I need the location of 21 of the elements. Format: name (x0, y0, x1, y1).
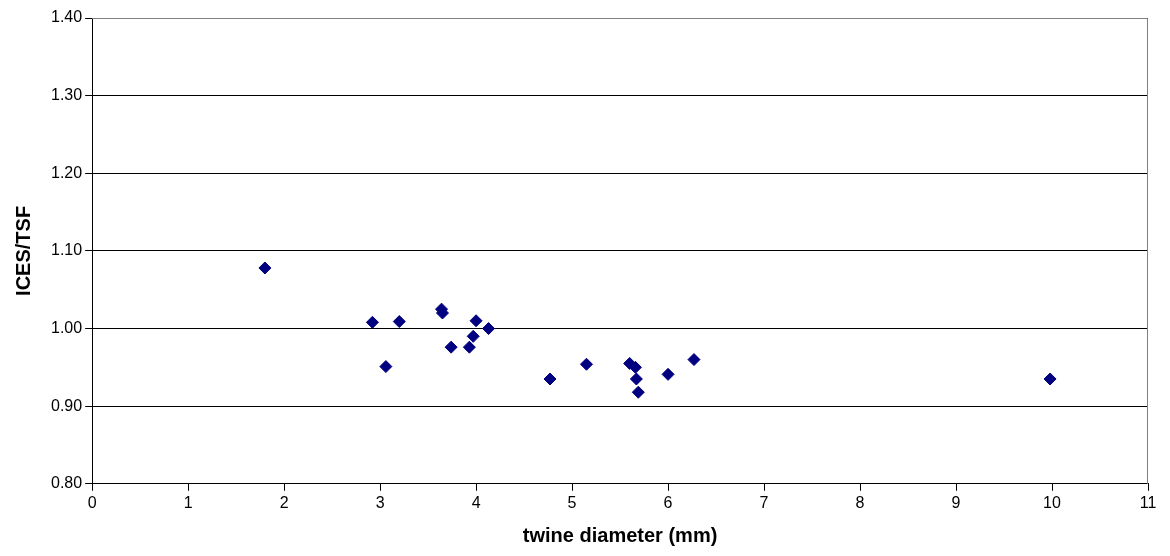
x-tick-label: 2 (279, 493, 289, 511)
y-tick-label: 1.10 (51, 241, 83, 259)
y-tick-label: 1.00 (51, 318, 83, 336)
x-axis-title: twine diameter (mm) (522, 523, 718, 546)
x-tick-label: 4 (471, 493, 481, 511)
y-tick-label: 0.90 (51, 396, 83, 414)
y-tick-label: 1.20 (51, 163, 83, 181)
x-tick-label: 5 (567, 493, 577, 511)
y-axis-title: ICES/TSF (11, 205, 34, 296)
y-tick-label: 1.40 (51, 8, 83, 26)
x-tick-label: 0 (87, 493, 97, 511)
x-tick-label: 9 (951, 493, 961, 511)
x-tick-label: 1 (183, 493, 193, 511)
x-tick-label: 3 (375, 493, 385, 511)
x-tick-label: 6 (663, 493, 673, 511)
y-tick-label: 0.80 (51, 474, 83, 492)
x-tick-label: 8 (855, 493, 865, 511)
y-tick-label: 1.30 (51, 86, 83, 104)
x-tick-label: 7 (759, 493, 769, 511)
x-tick-label: 10 (1043, 493, 1062, 511)
x-tick-label: 11 (1139, 493, 1157, 511)
